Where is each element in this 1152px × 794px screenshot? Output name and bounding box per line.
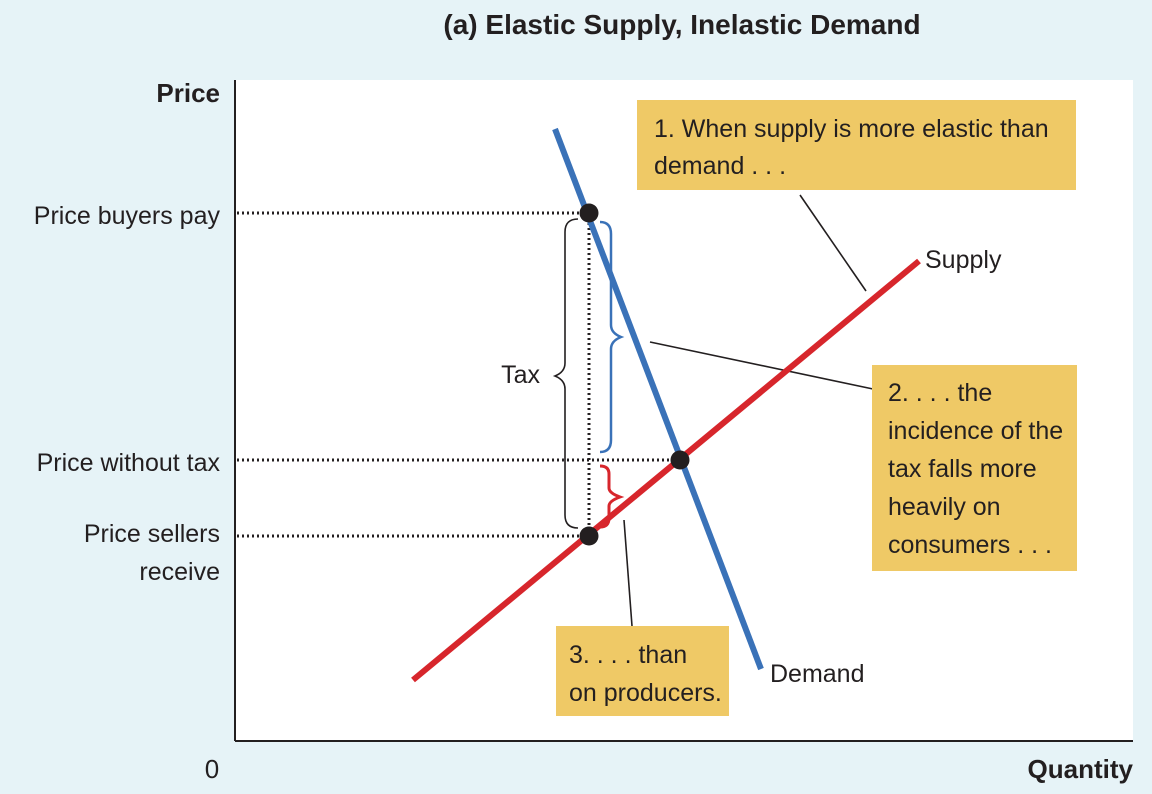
origin-label: 0 [205, 754, 219, 784]
callout-1-box [637, 100, 1076, 190]
tax-label: Tax [501, 361, 540, 389]
supply-curve-label: Supply [925, 246, 1002, 274]
callout-2-line: tax falls more [888, 455, 1037, 483]
callout-2: 2. . . . the incidence of the tax falls … [872, 365, 1077, 571]
price-without-tax-label: Price without tax [37, 449, 221, 477]
price-buyers-pay-label: Price buyers pay [34, 202, 221, 230]
diagram-title: (a) Elastic Supply, Inelastic Demand [443, 9, 920, 40]
callout-1: 1. When supply is more elastic than dema… [637, 100, 1076, 190]
supply-curve [411, 258, 921, 683]
callout-2-line: incidence of the [888, 417, 1063, 445]
buyers-price-point [579, 203, 599, 223]
callout-3: 3. . . . than on producers. [556, 626, 729, 716]
callout-3-leader [623, 519, 633, 627]
consumer-burden-brace [599, 220, 625, 454]
callout-1-line: demand . . . [654, 152, 786, 180]
y-axis-label: Price [156, 78, 220, 108]
demand-curve-label: Demand [770, 660, 865, 688]
price-sellers-receive-label-line2: receive [139, 558, 220, 586]
callout-1-leader [799, 194, 867, 292]
price-sellers-receive-label-line1: Price sellers [84, 520, 220, 548]
tax-brace [552, 218, 579, 529]
sellers-price-point [579, 526, 599, 546]
callout-2-line: 2. . . . the [888, 379, 992, 407]
callout-2-box [872, 365, 1077, 571]
callout-1-line: 1. When supply is more elastic than [654, 115, 1049, 143]
x-axis-label: Quantity [1028, 754, 1134, 784]
equilibrium-point [670, 450, 690, 470]
callout-3-box [556, 626, 729, 716]
callout-3-line: on producers. [569, 679, 722, 707]
callout-2-line: consumers . . . [888, 531, 1052, 559]
callout-2-leader [649, 341, 874, 390]
callout-2-line: heavily on [888, 493, 1001, 521]
callout-3-line: 3. . . . than [569, 641, 687, 669]
